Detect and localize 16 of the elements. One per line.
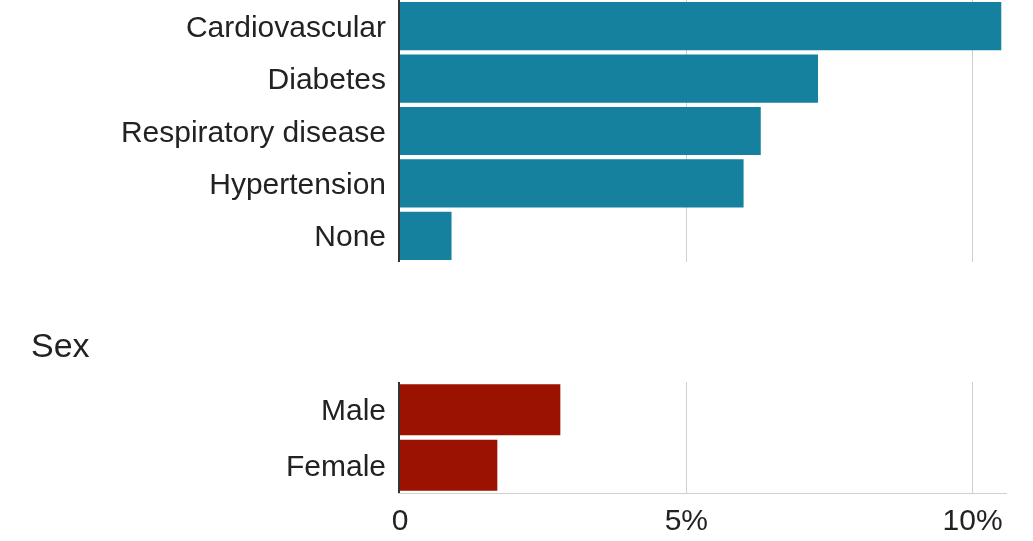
bar xyxy=(400,159,744,208)
x-tick-label: 0 xyxy=(391,503,409,536)
text: Sex xyxy=(30,326,90,365)
y-tick-label: Male xyxy=(320,393,386,427)
bar xyxy=(400,106,761,156)
y-tick-label: Diabetes xyxy=(267,62,386,96)
bar xyxy=(400,2,1002,51)
x-tick-label: 5% xyxy=(664,503,708,536)
bar xyxy=(400,54,819,103)
y-tick-label: None xyxy=(314,219,386,253)
bar xyxy=(400,211,452,260)
y-tick-label: Respiratory disease xyxy=(120,114,386,148)
y-tick-label: Female xyxy=(285,448,386,482)
x-tick-label: 10% xyxy=(942,503,1003,536)
y-tick-label: Cardiovascular xyxy=(185,9,386,43)
y-tick-label: Hypertension xyxy=(209,166,386,200)
